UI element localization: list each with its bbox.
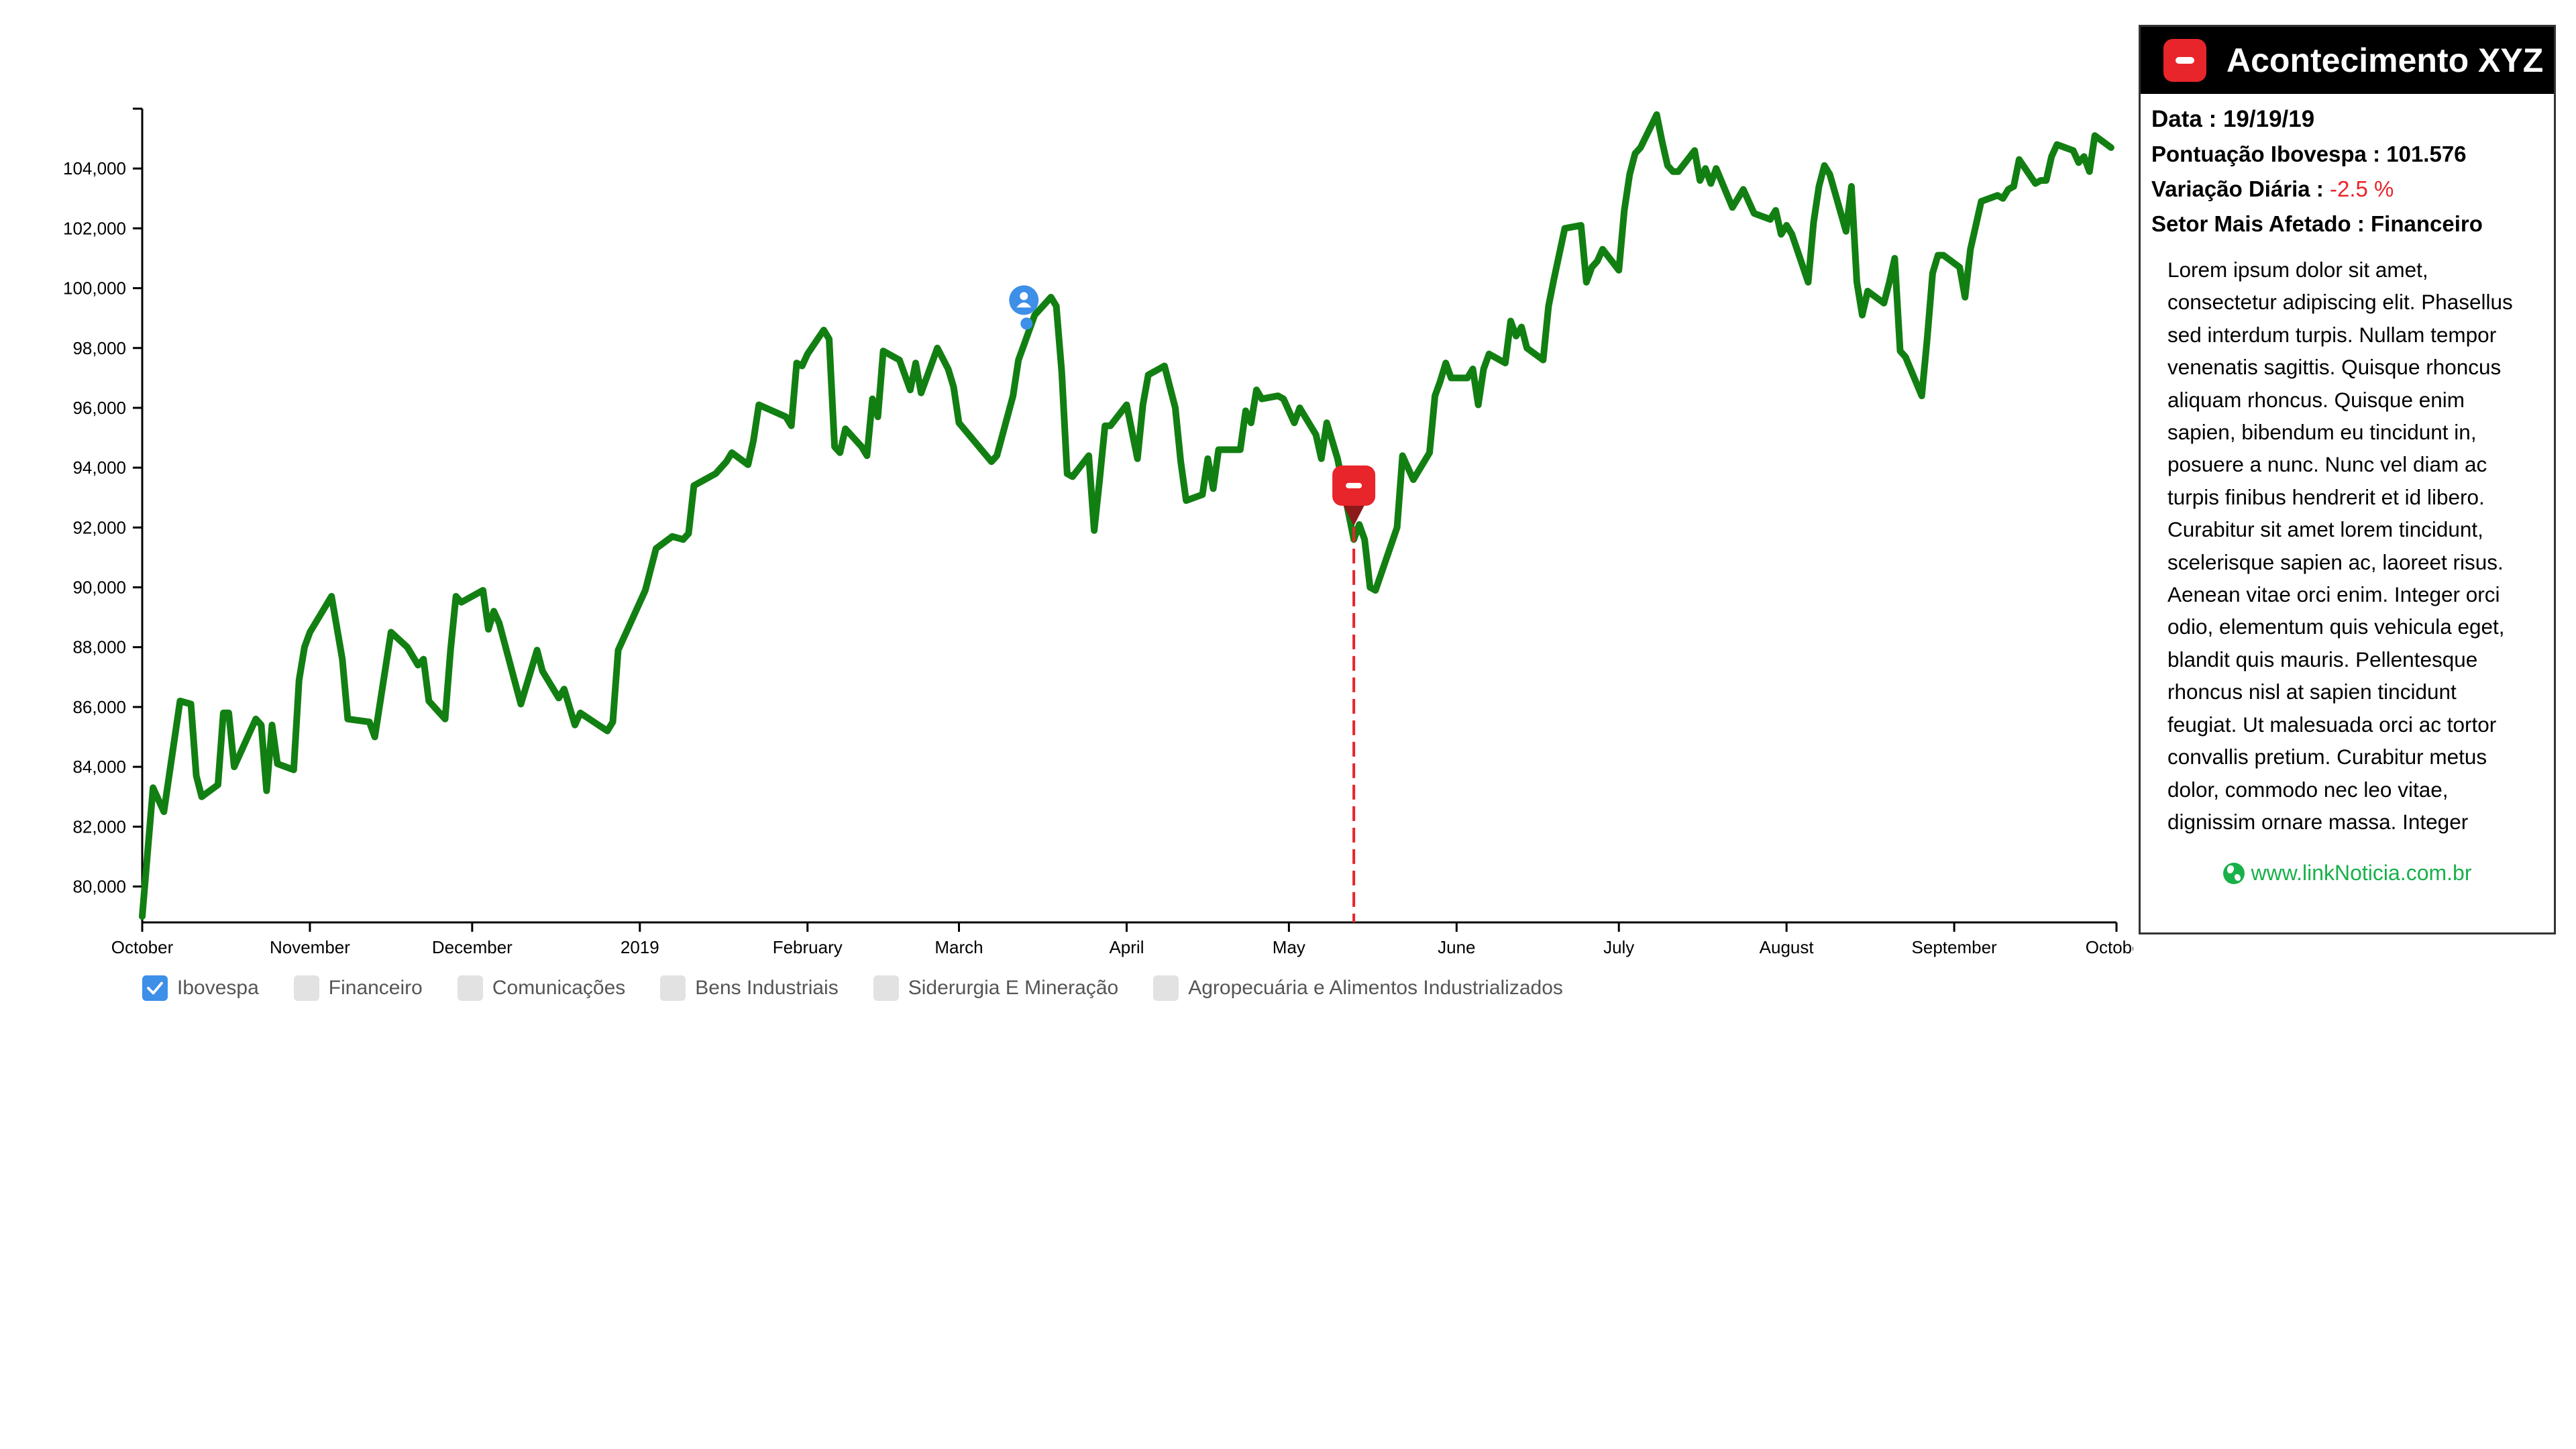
x-tick-label: August: [1760, 937, 1815, 957]
x-tick-label: May: [1273, 937, 1305, 957]
legend-label: Comunicações: [492, 977, 626, 999]
event-icon: [1346, 482, 1362, 488]
legend-label: Bens Industriais: [695, 977, 839, 999]
legend-checkbox[interactable]: [457, 975, 483, 1001]
legend-checkbox[interactable]: [873, 975, 899, 1001]
x-tick-label: 2019: [621, 937, 659, 957]
x-axis: October November December 2019 February March…: [111, 921, 2133, 957]
y-tick-label: 102,000: [63, 218, 126, 238]
legend-checkbox[interactable]: [293, 975, 319, 1001]
legend-label: Agropecuária e Alimentos Industrializado…: [1188, 977, 1563, 999]
legend-label: Siderurgia E Mineração: [908, 977, 1119, 999]
ibovespa-chart: 80,000 82,000 84,000 86,000 88,000 90,000 92,0…: [63, 107, 2133, 957]
y-tick-label: 88,000: [72, 637, 126, 657]
x-tick-label: December: [432, 937, 513, 957]
legend-item-0[interactable]: Ibovespa: [142, 975, 259, 1001]
legend-checkbox[interactable]: [1153, 975, 1179, 1001]
y-tick-label: 90,000: [72, 578, 126, 598]
event-description: Lorem ipsum dolor sit amet, consectetur …: [2167, 258, 2513, 834]
legend-item-2[interactable]: Comunicações: [457, 975, 626, 1001]
panel-title: Acontecimento XYZ: [2226, 42, 2544, 79]
daily-variation: Variação Diária : -2.5 %: [2151, 172, 2554, 207]
x-tick-label: November: [270, 937, 350, 957]
x-tick-label: October: [111, 937, 174, 957]
markers-layer: [1009, 285, 1376, 922]
legend-label: Financeiro: [328, 977, 423, 999]
y-tick-label: 84,000: [72, 757, 126, 777]
legend-item-1[interactable]: Financeiro: [293, 975, 423, 1001]
x-tick-label: February: [773, 937, 843, 957]
legend-checkbox[interactable]: [142, 975, 168, 1001]
y-tick-label: 80,000: [72, 876, 126, 896]
series-layer: [139, 111, 2114, 920]
event-panel: Acontecimento XYZ Data : 19/19/19 Pontua…: [2139, 25, 2556, 934]
event-icon: [2163, 39, 2206, 82]
ibovespa-score: Pontuação Ibovespa : 101.576: [2151, 142, 2467, 166]
legend-checkbox[interactable]: [660, 975, 686, 1001]
y-tick-label: 98,000: [72, 338, 126, 358]
series-line-ibovespa: [139, 111, 2114, 920]
x-tick-label: March: [934, 937, 983, 957]
news-link-text[interactable]: www.linkNoticia.com.br: [2251, 861, 2472, 885]
y-tick-label: 94,000: [72, 458, 126, 478]
panel-header: Acontecimento XYZ: [2141, 27, 2554, 94]
globe-icon: [2222, 862, 2245, 884]
event-marker-pointer: [1342, 502, 1366, 526]
x-tick-label: April: [1109, 937, 1144, 957]
x-tick-label: June: [1438, 937, 1475, 957]
y-tick-label: 86,000: [72, 697, 126, 717]
legend-item-5[interactable]: Agropecuária e Alimentos Industrializado…: [1153, 975, 1563, 1001]
y-tick-label: 96,000: [72, 398, 126, 418]
x-tick-label: July: [1603, 937, 1634, 957]
user-marker-dot: [1020, 317, 1033, 330]
daily-variation-value: -2.5 %: [2329, 176, 2394, 201]
y-tick-label: 100,000: [63, 278, 126, 299]
y-axis: 80,000 82,000 84,000 86,000 88,000 90,000 92,0…: [63, 107, 144, 922]
x-tick-label: September: [1912, 937, 1998, 957]
legend-item-3[interactable]: Bens Industriais: [660, 975, 839, 1001]
event-date: Data : 19/19/19: [2151, 106, 2315, 132]
daily-variation-label: Variação Diária :: [2151, 176, 2330, 201]
most-affected-sector: Setor Mais Afetado : Financeiro: [2151, 211, 2483, 236]
legend-label: Ibovespa: [177, 977, 259, 999]
y-tick-label: 92,000: [72, 517, 126, 537]
news-link[interactable]: www.linkNoticia.com.br: [2141, 861, 2554, 885]
x-tick-label: October: [2086, 937, 2133, 957]
user-icon: [1020, 292, 1028, 301]
legend-item-4[interactable]: Siderurgia E Mineração: [873, 975, 1119, 1001]
check-icon: [147, 981, 163, 995]
y-tick-label: 82,000: [72, 816, 126, 837]
legend: Ibovespa Financeiro Comunicações Bens Indus…: [142, 971, 1598, 1005]
y-tick-label: 104,000: [63, 158, 126, 178]
user-icon-body: [1016, 302, 1032, 308]
